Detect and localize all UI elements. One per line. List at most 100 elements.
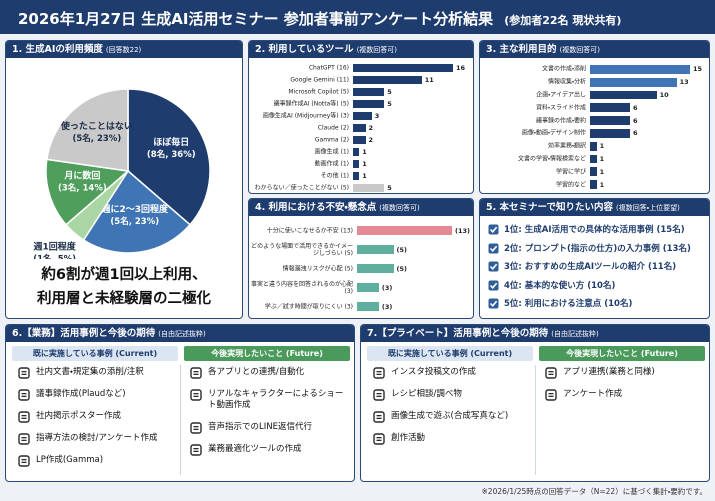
icon-shape <box>18 367 30 379</box>
column-heading: 今後実現したいこと (Future) <box>184 346 350 361</box>
slice-value: (5名, 23%) <box>72 133 121 144</box>
panel-subtitle: (複数回答可) <box>379 204 420 212</box>
bar <box>357 302 379 311</box>
icon-shape <box>376 371 382 373</box>
value-label: (5) <box>396 264 407 273</box>
icon-shape <box>18 455 30 467</box>
bar <box>590 64 690 74</box>
check-box <box>488 243 499 253</box>
icon-shape <box>193 450 199 452</box>
y-tick-label: Claude (2) <box>317 124 349 132</box>
case-item: LP作成(Gamma) <box>36 455 104 465</box>
icon-shape <box>190 389 202 401</box>
icon-shape <box>376 395 382 397</box>
check-mark <box>489 226 498 233</box>
icon-shape <box>193 426 199 428</box>
icon-shape <box>18 433 30 445</box>
icon-shape <box>190 367 202 379</box>
check-box <box>488 298 499 309</box>
value-label: 1 <box>599 167 605 176</box>
annotation: 約6割が週1回以上利用、 <box>41 267 207 283</box>
y-tick-label: わからない／使ったことがない (5) <box>254 184 349 192</box>
icon-shape <box>21 439 27 441</box>
icon-shape <box>373 433 385 445</box>
bar <box>590 90 657 100</box>
value-label: 1 <box>599 180 605 189</box>
y-tick-label: 学習に学び <box>555 168 586 176</box>
panel: 7.【プライベート】活用事例と今後の期待 (自由記述抜粋) 既に実施している事例 (… <box>360 324 710 482</box>
case-item: 創作活動 <box>391 433 426 443</box>
icon-shape <box>373 367 385 379</box>
icon-shape <box>376 393 382 395</box>
case-item: 議事録作成(Plaudなど) <box>36 389 126 399</box>
icon-shape <box>548 393 554 395</box>
case-item: アプリ連携(業務と同様) <box>563 367 655 377</box>
y-tick-label: 動画作成 (1) <box>314 160 349 168</box>
bar <box>590 180 597 190</box>
want-item: 1位: 生成AI活用での具体的な活用事例 (15名) <box>504 225 685 235</box>
y-tick-label: その他 (1) <box>320 172 349 180</box>
case-item: 音声指示でのLINE返信代行 <box>208 422 312 432</box>
value-label: 2 <box>368 124 374 132</box>
bar <box>353 75 422 85</box>
y-tick-label: 文書の作成・添削 <box>541 65 586 73</box>
item-icon <box>545 389 557 401</box>
value-label: 1 <box>599 155 605 163</box>
panel-title-bar: 5. 本セミナーで知りたい内容 (複数回答・上位要望) <box>480 199 709 216</box>
y-tick-label: 画像生成 (1) <box>314 148 349 156</box>
panel-subtitle: (複数回答可) <box>356 46 398 54</box>
column-divider <box>180 365 181 475</box>
bar <box>590 116 630 126</box>
value-label: 5 <box>387 184 392 192</box>
panel: 5. 本セミナーで知りたい内容 (複数回答・上位要望) 1位: 生成AI活用での具体… <box>479 198 710 319</box>
case-item: 画像生成で遊ぶ(合成写真など) <box>391 411 509 421</box>
item-icon <box>18 433 30 445</box>
icon-shape <box>193 428 199 430</box>
annotation: 利用層と未経験層の二極化 <box>37 291 211 307</box>
item-icon <box>373 389 385 401</box>
panel-subtitle: (複数回答可) <box>559 46 600 54</box>
y-tick-label: Google Gemini (11) <box>290 76 349 84</box>
check-box <box>488 224 499 235</box>
bar <box>357 283 379 292</box>
icon-shape <box>193 395 199 397</box>
panel: 2. 利用しているツール (複数回答可) ChatGPT (16) 16 Google … <box>248 40 474 194</box>
y-tick-label: どのような場面で活用できるかイメージしづらい (5) <box>251 242 353 257</box>
check-mark <box>489 282 498 289</box>
case-item: 指導方法の検討/アンケート作成 <box>36 433 158 443</box>
y-tick-label: 情報収集・分析 <box>547 78 586 86</box>
check-icon <box>488 261 499 272</box>
slice-label: 月に数回 <box>63 169 100 181</box>
icon-shape <box>193 371 199 373</box>
value-label: 6 <box>633 116 638 125</box>
slice-label: 週に2〜3回程度 <box>102 203 170 215</box>
y-tick-label: 議事録の作成・要約 <box>535 117 586 125</box>
panel-subtitle: (複数回答・上位要望) <box>615 204 680 212</box>
value-label: 5 <box>387 88 392 96</box>
value-label: (13) <box>455 226 470 235</box>
panel-title: 6.【業務】活用事例と今後の期待 <box>12 328 156 339</box>
want-item: 2位: プロンプト(指示の仕方)の入力事例 (13名) <box>504 243 691 254</box>
page-subtitle: (参加者22名 現状共有) <box>504 14 622 27</box>
icon-shape <box>21 417 27 419</box>
value-label: 3 <box>374 112 380 120</box>
y-tick-label: 効率業務・翻訳 <box>547 142 586 150</box>
panel: 4. 利用における不安・懸念点 (複数回答可) 十分に使いこなせるか不安 (13) (… <box>248 198 474 319</box>
pie-slice <box>45 88 129 172</box>
icon-shape <box>18 411 30 423</box>
icon-shape <box>193 373 199 375</box>
y-tick-label: 企画・アイデア出し <box>536 91 586 99</box>
y-tick-label: Gamma (2) <box>314 136 349 144</box>
bar <box>353 99 385 109</box>
check-mark <box>489 263 498 270</box>
icon-shape <box>376 437 382 439</box>
icon-shape <box>373 411 385 423</box>
panel: 1. 生成AIの利用頻度 (回答数22) ほぼ毎日 (8名, 36%) 週に2〜3回程度… <box>5 40 243 319</box>
pie-slice <box>45 158 130 226</box>
panel-title-bar: 4. 利用における不安・懸念点 (複数回答可) <box>249 199 473 216</box>
column-divider <box>535 365 536 475</box>
icon-shape <box>193 393 199 395</box>
panel: 6.【業務】活用事例と今後の期待 (自由記述抜粋) 既に実施している事例 (Curr… <box>5 324 355 482</box>
icon-shape <box>376 417 382 419</box>
check-icon <box>488 280 499 290</box>
